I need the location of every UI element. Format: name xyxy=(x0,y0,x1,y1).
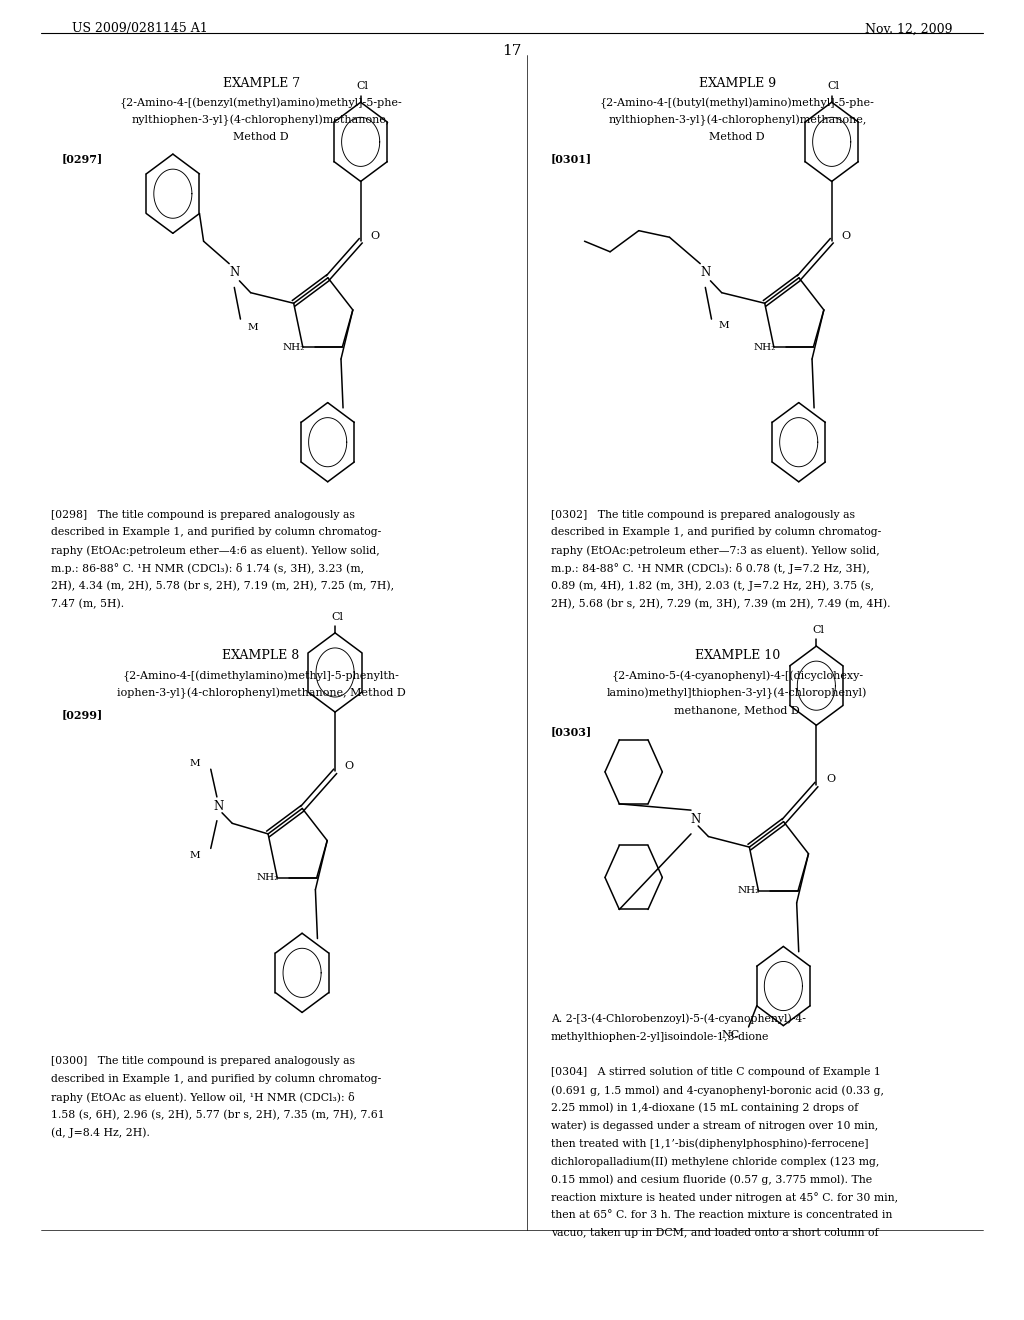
Text: nylthiophen-3-yl}(4-chlorophenyl)methanone,: nylthiophen-3-yl}(4-chlorophenyl)methano… xyxy=(608,115,866,127)
Text: [0298]   The title compound is prepared analogously as: [0298] The title compound is prepared an… xyxy=(51,510,355,520)
Text: described in Example 1, and purified by column chromatog-: described in Example 1, and purified by … xyxy=(51,1074,382,1084)
Text: EXAMPLE 7: EXAMPLE 7 xyxy=(222,77,300,90)
Text: NH₂: NH₂ xyxy=(256,874,279,882)
Text: [0299]: [0299] xyxy=(61,709,102,719)
Text: lamino)methyl]thiophen-3-yl}(4-chlorophenyl): lamino)methyl]thiophen-3-yl}(4-chlorophe… xyxy=(607,688,867,700)
Text: N: N xyxy=(700,267,711,280)
Text: 7.47 (m, 5H).: 7.47 (m, 5H). xyxy=(51,599,124,609)
Text: raphy (EtOAc as eluent). Yellow oil, ¹H NMR (CDCl₃): δ: raphy (EtOAc as eluent). Yellow oil, ¹H … xyxy=(51,1092,355,1102)
Text: N: N xyxy=(214,800,224,813)
Text: N: N xyxy=(690,813,700,826)
Text: raphy (EtOAc:petroleum ether—7:3 as eluent). Yellow solid,: raphy (EtOAc:petroleum ether—7:3 as elue… xyxy=(551,545,880,556)
Text: [0303]: [0303] xyxy=(551,726,592,737)
Text: then at 65° C. for 3 h. The reaction mixture is concentrated in: then at 65° C. for 3 h. The reaction mix… xyxy=(551,1209,892,1220)
Text: N: N xyxy=(229,267,240,280)
Text: iophen-3-yl}(4-chlorophenyl)methanone, Method D: iophen-3-yl}(4-chlorophenyl)methanone, M… xyxy=(117,688,406,700)
Text: O: O xyxy=(371,231,380,240)
Text: [0300]   The title compound is prepared analogously as: [0300] The title compound is prepared an… xyxy=(51,1056,355,1067)
Text: NC: NC xyxy=(721,1030,739,1040)
Text: (0.691 g, 1.5 mmol) and 4-cyanophenyl-boronic acid (0.33 g,: (0.691 g, 1.5 mmol) and 4-cyanophenyl-bo… xyxy=(551,1085,884,1096)
Text: described in Example 1, and purified by column chromatog-: described in Example 1, and purified by … xyxy=(551,527,882,537)
Text: 0.89 (m, 4H), 1.82 (m, 3H), 2.03 (t, J=7.2 Hz, 2H), 3.75 (s,: 0.89 (m, 4H), 1.82 (m, 3H), 2.03 (t, J=7… xyxy=(551,581,873,591)
Text: NH₂: NH₂ xyxy=(753,343,775,351)
Text: [0304]   A stirred solution of title C compound of Example 1: [0304] A stirred solution of title C com… xyxy=(551,1067,881,1077)
Text: EXAMPLE 9: EXAMPLE 9 xyxy=(698,77,776,90)
Text: [0297]: [0297] xyxy=(61,153,102,164)
Text: nylthiophen-3-yl}(4-chlorophenyl)methanone,: nylthiophen-3-yl}(4-chlorophenyl)methano… xyxy=(132,115,390,127)
Text: EXAMPLE 10: EXAMPLE 10 xyxy=(694,649,780,663)
Text: US 2009/0281145 A1: US 2009/0281145 A1 xyxy=(72,22,208,36)
Text: m.p.: 84-88° C. ¹H NMR (CDCl₃): δ 0.78 (t, J=7.2 Hz, 3H),: m.p.: 84-88° C. ¹H NMR (CDCl₃): δ 0.78 (… xyxy=(551,562,869,574)
Text: NH₂: NH₂ xyxy=(737,887,760,895)
Text: 2H), 4.34 (m, 2H), 5.78 (br s, 2H), 7.19 (m, 2H), 7.25 (m, 7H),: 2H), 4.34 (m, 2H), 5.78 (br s, 2H), 7.19… xyxy=(51,581,394,591)
Text: EXAMPLE 8: EXAMPLE 8 xyxy=(222,649,300,663)
Text: {2-Amino-4-[(butyl(methyl)amino)methyl]-5-phe-: {2-Amino-4-[(butyl(methyl)amino)methyl]-… xyxy=(600,98,874,110)
Text: {2-Amino-5-(4-cyanophenyl)-4-[(dicyclohexy-: {2-Amino-5-(4-cyanophenyl)-4-[(dicyclohe… xyxy=(611,671,863,682)
Text: dichloropalladium(II) methylene chloride complex (123 mg,: dichloropalladium(II) methylene chloride… xyxy=(551,1156,880,1167)
Text: A. 2-[3-(4-Chlorobenzoyl)-5-(4-cyanophenyl)-4-: A. 2-[3-(4-Chlorobenzoyl)-5-(4-cyanophen… xyxy=(551,1014,806,1024)
Text: [0302]   The title compound is prepared analogously as: [0302] The title compound is prepared an… xyxy=(551,510,855,520)
Text: 2.25 mmol) in 1,4-dioxane (15 mL containing 2 drops of: 2.25 mmol) in 1,4-dioxane (15 mL contain… xyxy=(551,1104,858,1114)
Text: 2H), 5.68 (br s, 2H), 7.29 (m, 3H), 7.39 (m 2H), 7.49 (m, 4H).: 2H), 5.68 (br s, 2H), 7.29 (m, 3H), 7.39… xyxy=(551,599,891,609)
Text: (d, J=8.4 Hz, 2H).: (d, J=8.4 Hz, 2H). xyxy=(51,1127,151,1138)
Text: NH₂: NH₂ xyxy=(282,343,304,351)
Text: 0.15 mmol) and cesium fluoride (0.57 g, 3.775 mmol). The: 0.15 mmol) and cesium fluoride (0.57 g, … xyxy=(551,1175,872,1185)
Text: reaction mixture is heated under nitrogen at 45° C. for 30 min,: reaction mixture is heated under nitroge… xyxy=(551,1192,898,1203)
Text: [0301]: [0301] xyxy=(551,153,592,164)
Text: {2-Amino-4-[(dimethylamino)methyl]-5-phenylth-: {2-Amino-4-[(dimethylamino)methyl]-5-phe… xyxy=(123,671,399,682)
Text: O: O xyxy=(826,775,836,784)
Text: m.p.: 86-88° C. ¹H NMR (CDCl₃): δ 1.74 (s, 3H), 3.23 (m,: m.p.: 86-88° C. ¹H NMR (CDCl₃): δ 1.74 (… xyxy=(51,562,365,574)
Text: vacuo, taken up in DCM, and loaded onto a short column of: vacuo, taken up in DCM, and loaded onto … xyxy=(551,1228,879,1238)
Text: then treated with [1,1’-bis(diphenylphosphino)-ferrocene]: then treated with [1,1’-bis(diphenylphos… xyxy=(551,1138,868,1150)
Text: methylthiophen-2-yl]isoindole-1,3-dione: methylthiophen-2-yl]isoindole-1,3-dione xyxy=(551,1032,769,1041)
Text: Cl: Cl xyxy=(812,626,824,635)
Text: Method D: Method D xyxy=(233,132,289,143)
Text: M: M xyxy=(189,759,200,768)
Text: Nov. 12, 2009: Nov. 12, 2009 xyxy=(865,22,952,36)
Text: O: O xyxy=(842,231,851,240)
Text: raphy (EtOAc:petroleum ether—4:6 as eluent). Yellow solid,: raphy (EtOAc:petroleum ether—4:6 as elue… xyxy=(51,545,380,556)
Text: methanone, Method D: methanone, Method D xyxy=(675,705,800,715)
Text: described in Example 1, and purified by column chromatog-: described in Example 1, and purified by … xyxy=(51,527,382,537)
Text: Cl: Cl xyxy=(356,82,369,91)
Text: {2-Amino-4-[(benzyl(methyl)amino)methyl]-5-phe-: {2-Amino-4-[(benzyl(methyl)amino)methyl]… xyxy=(120,98,402,110)
Text: 17: 17 xyxy=(503,44,521,58)
Text: Cl: Cl xyxy=(827,82,840,91)
Text: M: M xyxy=(719,321,729,330)
Text: M: M xyxy=(248,322,258,331)
Text: O: O xyxy=(345,762,354,771)
Text: Method D: Method D xyxy=(710,132,765,143)
Text: Cl: Cl xyxy=(331,612,343,622)
Text: M: M xyxy=(189,850,200,859)
Text: water) is degassed under a stream of nitrogen over 10 min,: water) is degassed under a stream of nit… xyxy=(551,1121,879,1131)
Text: 1.58 (s, 6H), 2.96 (s, 2H), 5.77 (br s, 2H), 7.35 (m, 7H), 7.61: 1.58 (s, 6H), 2.96 (s, 2H), 5.77 (br s, … xyxy=(51,1109,385,1119)
